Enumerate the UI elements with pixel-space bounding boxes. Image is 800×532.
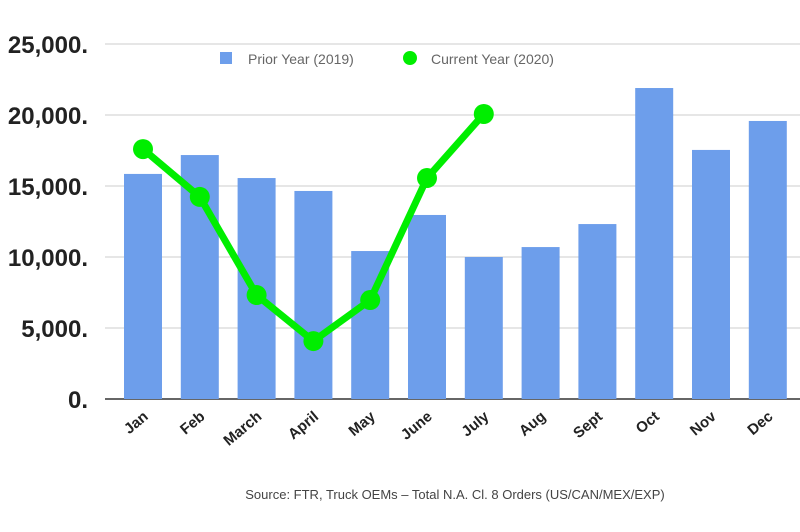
point-Jan xyxy=(133,139,153,160)
legend: Prior Year (2019) Current Year (2020) xyxy=(220,51,554,67)
bar-Jan xyxy=(124,173,162,399)
y-tick-label: 10,000. xyxy=(8,245,88,272)
point-July xyxy=(473,104,494,125)
legend-swatch-current xyxy=(403,51,417,65)
bar-July xyxy=(464,257,503,399)
x-tick-label: July xyxy=(458,408,492,441)
point-June xyxy=(417,168,437,189)
y-tick-label: 20,000. xyxy=(8,103,88,130)
point-March xyxy=(246,285,267,306)
x-tick-label: May xyxy=(345,408,379,440)
point-Feb xyxy=(189,186,210,207)
bar-June xyxy=(408,214,446,399)
x-tick-label: March xyxy=(220,408,265,449)
point-May xyxy=(360,290,381,311)
y-tick-label: 15,000. xyxy=(8,174,88,201)
point-April xyxy=(303,331,324,352)
x-tick-label: Jan xyxy=(121,408,152,438)
bar-April xyxy=(294,190,333,399)
x-tick-label: Nov xyxy=(687,408,720,440)
x-tick-label: Dec xyxy=(744,408,776,439)
x-tick-label: Aug xyxy=(516,408,549,440)
legend-label-prior: Prior Year (2019) xyxy=(248,51,354,67)
y-tick-label: 25,000. xyxy=(8,32,88,59)
x-tick-label: June xyxy=(398,408,436,444)
bar-Nov xyxy=(692,149,730,399)
x-tick-label: April xyxy=(285,408,322,443)
bar-Oct xyxy=(635,88,674,400)
legend-label-current: Current Year (2020) xyxy=(431,51,554,67)
legend-swatch-prior xyxy=(220,52,232,64)
source-note: Source: FTR, Truck OEMs – Total N.A. Cl.… xyxy=(245,487,664,502)
x-tick-label: Feb xyxy=(177,408,208,438)
y-tick-label: 0. xyxy=(68,387,88,414)
bar-Sept xyxy=(578,224,617,399)
y-tick-label: 5,000. xyxy=(21,316,88,343)
bar-Dec xyxy=(748,120,787,400)
x-tick-label: Sept xyxy=(570,408,606,442)
x-tick-label: Oct xyxy=(633,408,663,437)
bar-Aug xyxy=(521,247,560,399)
